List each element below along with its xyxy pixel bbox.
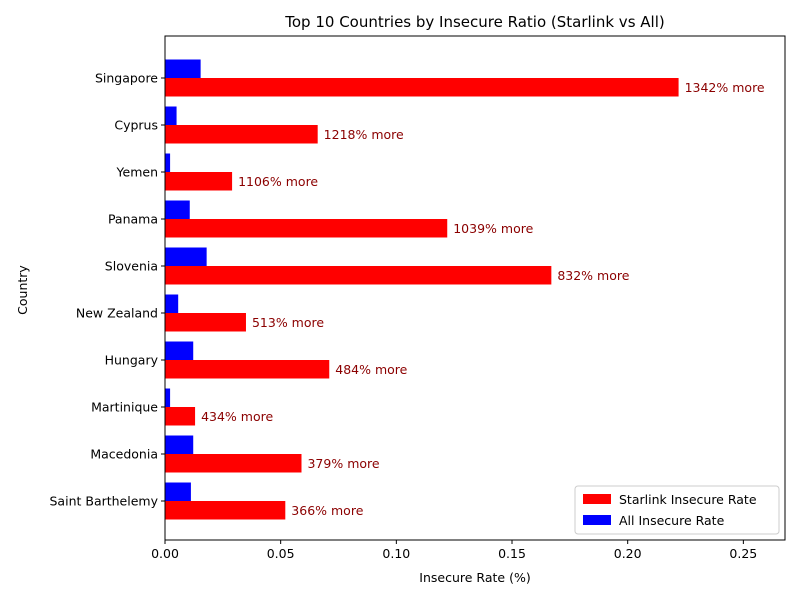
data-label-6: 484% more — [335, 362, 407, 377]
x-tick-label-5: 0.25 — [729, 546, 757, 561]
legend-box — [574, 485, 780, 535]
bar-all-5 — [165, 294, 179, 313]
bar-starlink-4 — [165, 266, 552, 285]
plot-area: 1342% more Singapore 1218% more Cyprus 1106%… — [50, 35, 786, 561]
y-axis-label: Country — [15, 265, 30, 315]
legend-label-0: Starlink Insecure Rate — [619, 492, 757, 507]
bar-all-2 — [165, 153, 171, 172]
y-tick-label-2: Yemen — [116, 165, 158, 180]
bar-starlink-9 — [165, 501, 286, 520]
bar-all-1 — [165, 106, 177, 125]
bar-all-0 — [165, 59, 201, 78]
bar-starlink-2 — [165, 172, 233, 191]
bar-all-4 — [165, 247, 207, 266]
y-tick-label-8: Macedonia — [90, 447, 158, 462]
y-tick-label-5: New Zealand — [76, 306, 158, 321]
y-tick-label-1: Cyprus — [114, 118, 158, 133]
x-tick-label-0: 0.00 — [151, 546, 179, 561]
legend-label-1: All Insecure Rate — [619, 513, 725, 528]
x-axis-label: Insecure Rate (%) — [419, 570, 530, 585]
data-label-3: 1039% more — [453, 221, 533, 236]
bar-all-8 — [165, 435, 194, 454]
legend: Starlink Insecure Rate All Insecure Rate — [574, 485, 780, 535]
bar-all-7 — [165, 388, 171, 407]
data-label-7: 434% more — [201, 409, 273, 424]
plot-frame — [164, 35, 786, 541]
bar-starlink-8 — [165, 454, 302, 473]
legend-swatch-0 — [583, 494, 611, 504]
x-tick-label-1: 0.05 — [267, 546, 295, 561]
data-label-1: 1218% more — [324, 127, 404, 142]
x-tick-label-3: 0.15 — [498, 546, 526, 561]
data-label-8: 379% more — [307, 456, 379, 471]
y-tick-label-3: Panama — [108, 212, 158, 227]
bar-all-6 — [165, 341, 194, 360]
data-label-0: 1342% more — [685, 80, 765, 95]
bar-starlink-7 — [165, 407, 196, 426]
y-tick-label-4: Slovenia — [105, 259, 158, 274]
bar-starlink-3 — [165, 219, 448, 238]
x-tick-label-2: 0.10 — [382, 546, 410, 561]
chart-title: Top 10 Countries by Insecure Ratio (Star… — [284, 13, 664, 31]
bar-all-9 — [165, 482, 191, 501]
bar-starlink-0 — [165, 78, 679, 97]
bar-starlink-6 — [165, 360, 330, 379]
y-tick-label-9: Saint Barthelemy — [50, 494, 159, 509]
x-tick-label-4: 0.20 — [614, 546, 642, 561]
data-label-4: 832% more — [557, 268, 629, 283]
y-tick-label-7: Martinique — [91, 400, 158, 415]
data-label-5: 513% more — [252, 315, 324, 330]
y-tick-label-0: Singapore — [95, 71, 158, 86]
bar-starlink-5 — [165, 313, 246, 332]
legend-swatch-1 — [583, 515, 611, 525]
y-tick-label-6: Hungary — [105, 353, 159, 368]
bar-all-3 — [165, 200, 190, 219]
data-label-2: 1106% more — [238, 174, 318, 189]
data-label-9: 366% more — [291, 503, 363, 518]
bar-starlink-1 — [165, 125, 318, 144]
